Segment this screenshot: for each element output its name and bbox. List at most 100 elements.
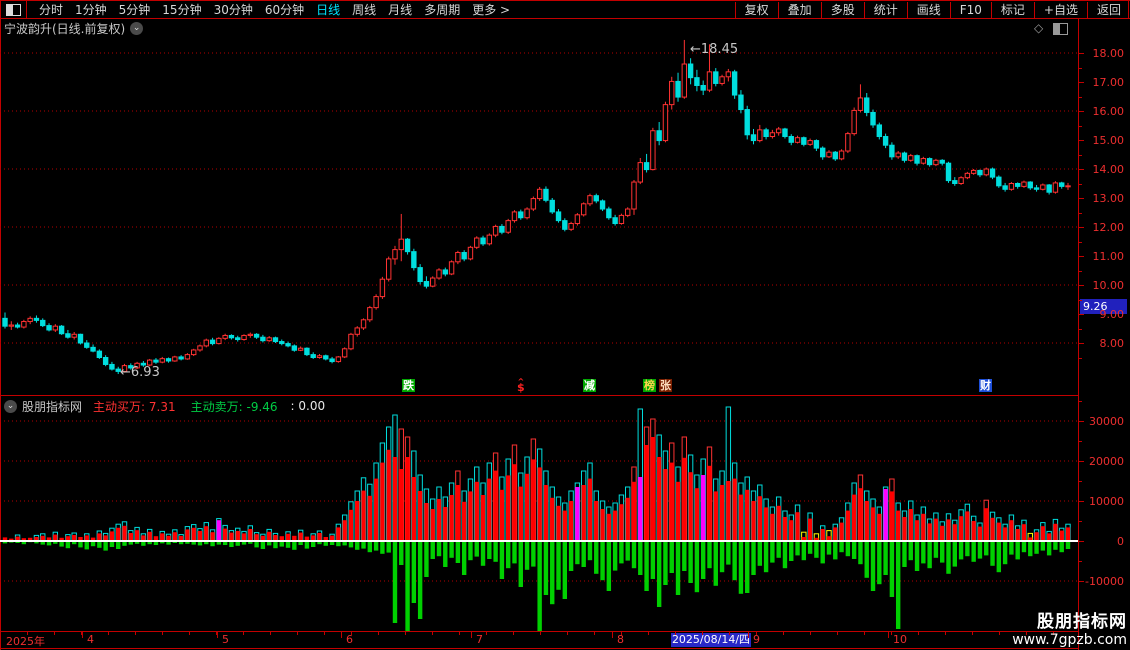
minor-tick [243, 632, 244, 635]
minor-tick [1026, 632, 1027, 635]
menu-item-period[interactable]: 月线 [388, 2, 413, 17]
chevron-down-icon[interactable]: ⌄ [130, 22, 144, 35]
menu-item-tool[interactable]: 复权 [734, 1, 778, 18]
axis-tick [1079, 169, 1084, 170]
menu-item-tool[interactable]: 叠加 [777, 1, 821, 18]
price-tick-label: 13.00 [1092, 192, 1125, 205]
month-tick [888, 632, 889, 638]
axis-tick [1079, 53, 1084, 54]
current-price-box: 9.26 [1080, 299, 1127, 314]
price-axis-panel: 9.26 18.00 17.00 16.00 15.00 14.00 13.00 12.00… [1078, 19, 1130, 650]
axis-bottom-line [0, 648, 1130, 649]
minor-tick [81, 632, 82, 635]
pane-layout-icon[interactable] [1053, 23, 1069, 35]
axis-tick [1079, 357, 1082, 359]
month-label: 9 [753, 633, 760, 646]
minor-tick [594, 632, 595, 635]
diamond-tool-icon[interactable]: ◇ [1034, 21, 1044, 35]
menu-item-period[interactable]: 1分钟 [75, 2, 107, 17]
minor-tick [783, 632, 784, 635]
menu-item-period[interactable]: 更多 > [472, 2, 511, 17]
menu-item-period[interactable]: 5分钟 [118, 2, 151, 17]
minor-tick [567, 632, 568, 635]
axis-tick [1079, 96, 1082, 98]
signal-marker: 榜 [643, 379, 656, 392]
minor-tick [351, 632, 352, 635]
menu-item-tool[interactable]: +自选 [1033, 1, 1087, 18]
sell-label: 主动卖万: [190, 399, 243, 414]
menu-item-period[interactable]: 15分钟 [162, 2, 202, 17]
axis-tick [1079, 328, 1082, 330]
minor-tick [729, 632, 730, 635]
minor-tick [216, 632, 217, 635]
split-layout-icon [5, 3, 21, 16]
kline-chart[interactable]: ←18.45 ←6.93 [0, 38, 1078, 395]
price-tick-label: 9.00 [1099, 308, 1125, 321]
axis-top-line [0, 631, 1130, 632]
minor-tick [189, 632, 190, 635]
menu-item-period[interactable]: 日线 [316, 2, 341, 17]
sell-value: -9.46 [246, 399, 278, 414]
axis-tick [1079, 441, 1082, 442]
date-axis: 2025年 2025/08/14/四 4 5 6 7 8 9 10 [0, 632, 1130, 648]
menu-item-period[interactable]: 60分钟 [264, 2, 305, 17]
menu-item-tool[interactable]: 画线 [906, 1, 950, 18]
month-tick [748, 632, 749, 638]
month-label: 4 [87, 633, 94, 646]
indicator-tick-label: -10000 [1085, 575, 1124, 588]
minor-tick [54, 632, 55, 635]
axis-tick [1079, 581, 1084, 582]
menu-item-period[interactable]: 周线 [352, 2, 377, 17]
menu-item-tool[interactable]: 标记 [990, 1, 1034, 18]
signal-marker: 财 [979, 379, 992, 392]
month-tick [612, 632, 613, 638]
watermark: 股朋指标网 www.7gpzb.com [1012, 607, 1127, 648]
chevron-down-icon[interactable]: ⌄ [4, 399, 17, 413]
menu-item-tool[interactable]: F10 [949, 1, 991, 18]
axis-tick [1079, 241, 1082, 243]
axis-tick [1079, 125, 1082, 127]
menu-item-tool[interactable]: 多股 [820, 1, 864, 18]
menu-item-period[interactable]: 多周期 [424, 2, 461, 17]
menu-item-period[interactable]: 分时 [39, 2, 64, 17]
pane-divider [0, 395, 1130, 396]
axis-tick [1079, 67, 1082, 69]
indicator-header: ⌄ 股朋指标网 主动买万: 7.31 主动卖万: -9.46 : 0.00 [4, 398, 325, 414]
buy-value: 7.31 [148, 399, 176, 414]
top-menu-bar: 分时 1分钟 5分钟 15分钟 30分钟 60分钟 日线 周线 月线 多周期 更多 > 复权 叠加 多股… [0, 1, 1130, 18]
minor-tick [864, 632, 865, 635]
signal-marker: 张 [659, 379, 672, 392]
axis-tick [1079, 541, 1084, 542]
axis-tick [1079, 212, 1082, 214]
minor-tick [621, 632, 622, 635]
indicator-tick-label: 10000 [1089, 495, 1124, 508]
price-annotation: ←18.45 [690, 42, 738, 57]
period-menu: 分时 1分钟 5分钟 15分钟 30分钟 60分钟 日线 周线 月线 多周期 更多 > [27, 2, 516, 18]
active-buy-label: 主动买万: 7.31 [93, 398, 176, 415]
axis-tick [1079, 183, 1082, 185]
month-label: 7 [476, 633, 483, 646]
indicator-tick-label: 30000 [1089, 415, 1124, 428]
axis-tick [1079, 501, 1084, 502]
minor-tick [405, 632, 406, 635]
axis-tick [1079, 154, 1082, 156]
axis-tick [1079, 314, 1084, 315]
signal-marker: 减 [583, 379, 596, 392]
menu-item-tool[interactable]: 返回 [1086, 1, 1130, 18]
axis-tick [1079, 343, 1084, 344]
price-tick-label: 18.00 [1092, 47, 1125, 60]
minor-tick [918, 632, 919, 635]
minor-tick [999, 632, 1000, 635]
signal-dollar-up-icon: ^ $ [517, 377, 525, 394]
minor-tick [810, 632, 811, 635]
menu-item-period[interactable]: 30分钟 [213, 2, 253, 17]
minor-tick [756, 632, 757, 635]
layout-toggle-button[interactable] [0, 1, 27, 18]
menu-item-tool[interactable]: 统计 [863, 1, 907, 18]
price-tick-label: 8.00 [1099, 337, 1125, 350]
chart-corner-tools: ◇ [1034, 21, 1069, 35]
month-tick [82, 632, 83, 638]
month-label: 6 [346, 633, 353, 646]
indicator-chart[interactable] [0, 397, 1078, 631]
